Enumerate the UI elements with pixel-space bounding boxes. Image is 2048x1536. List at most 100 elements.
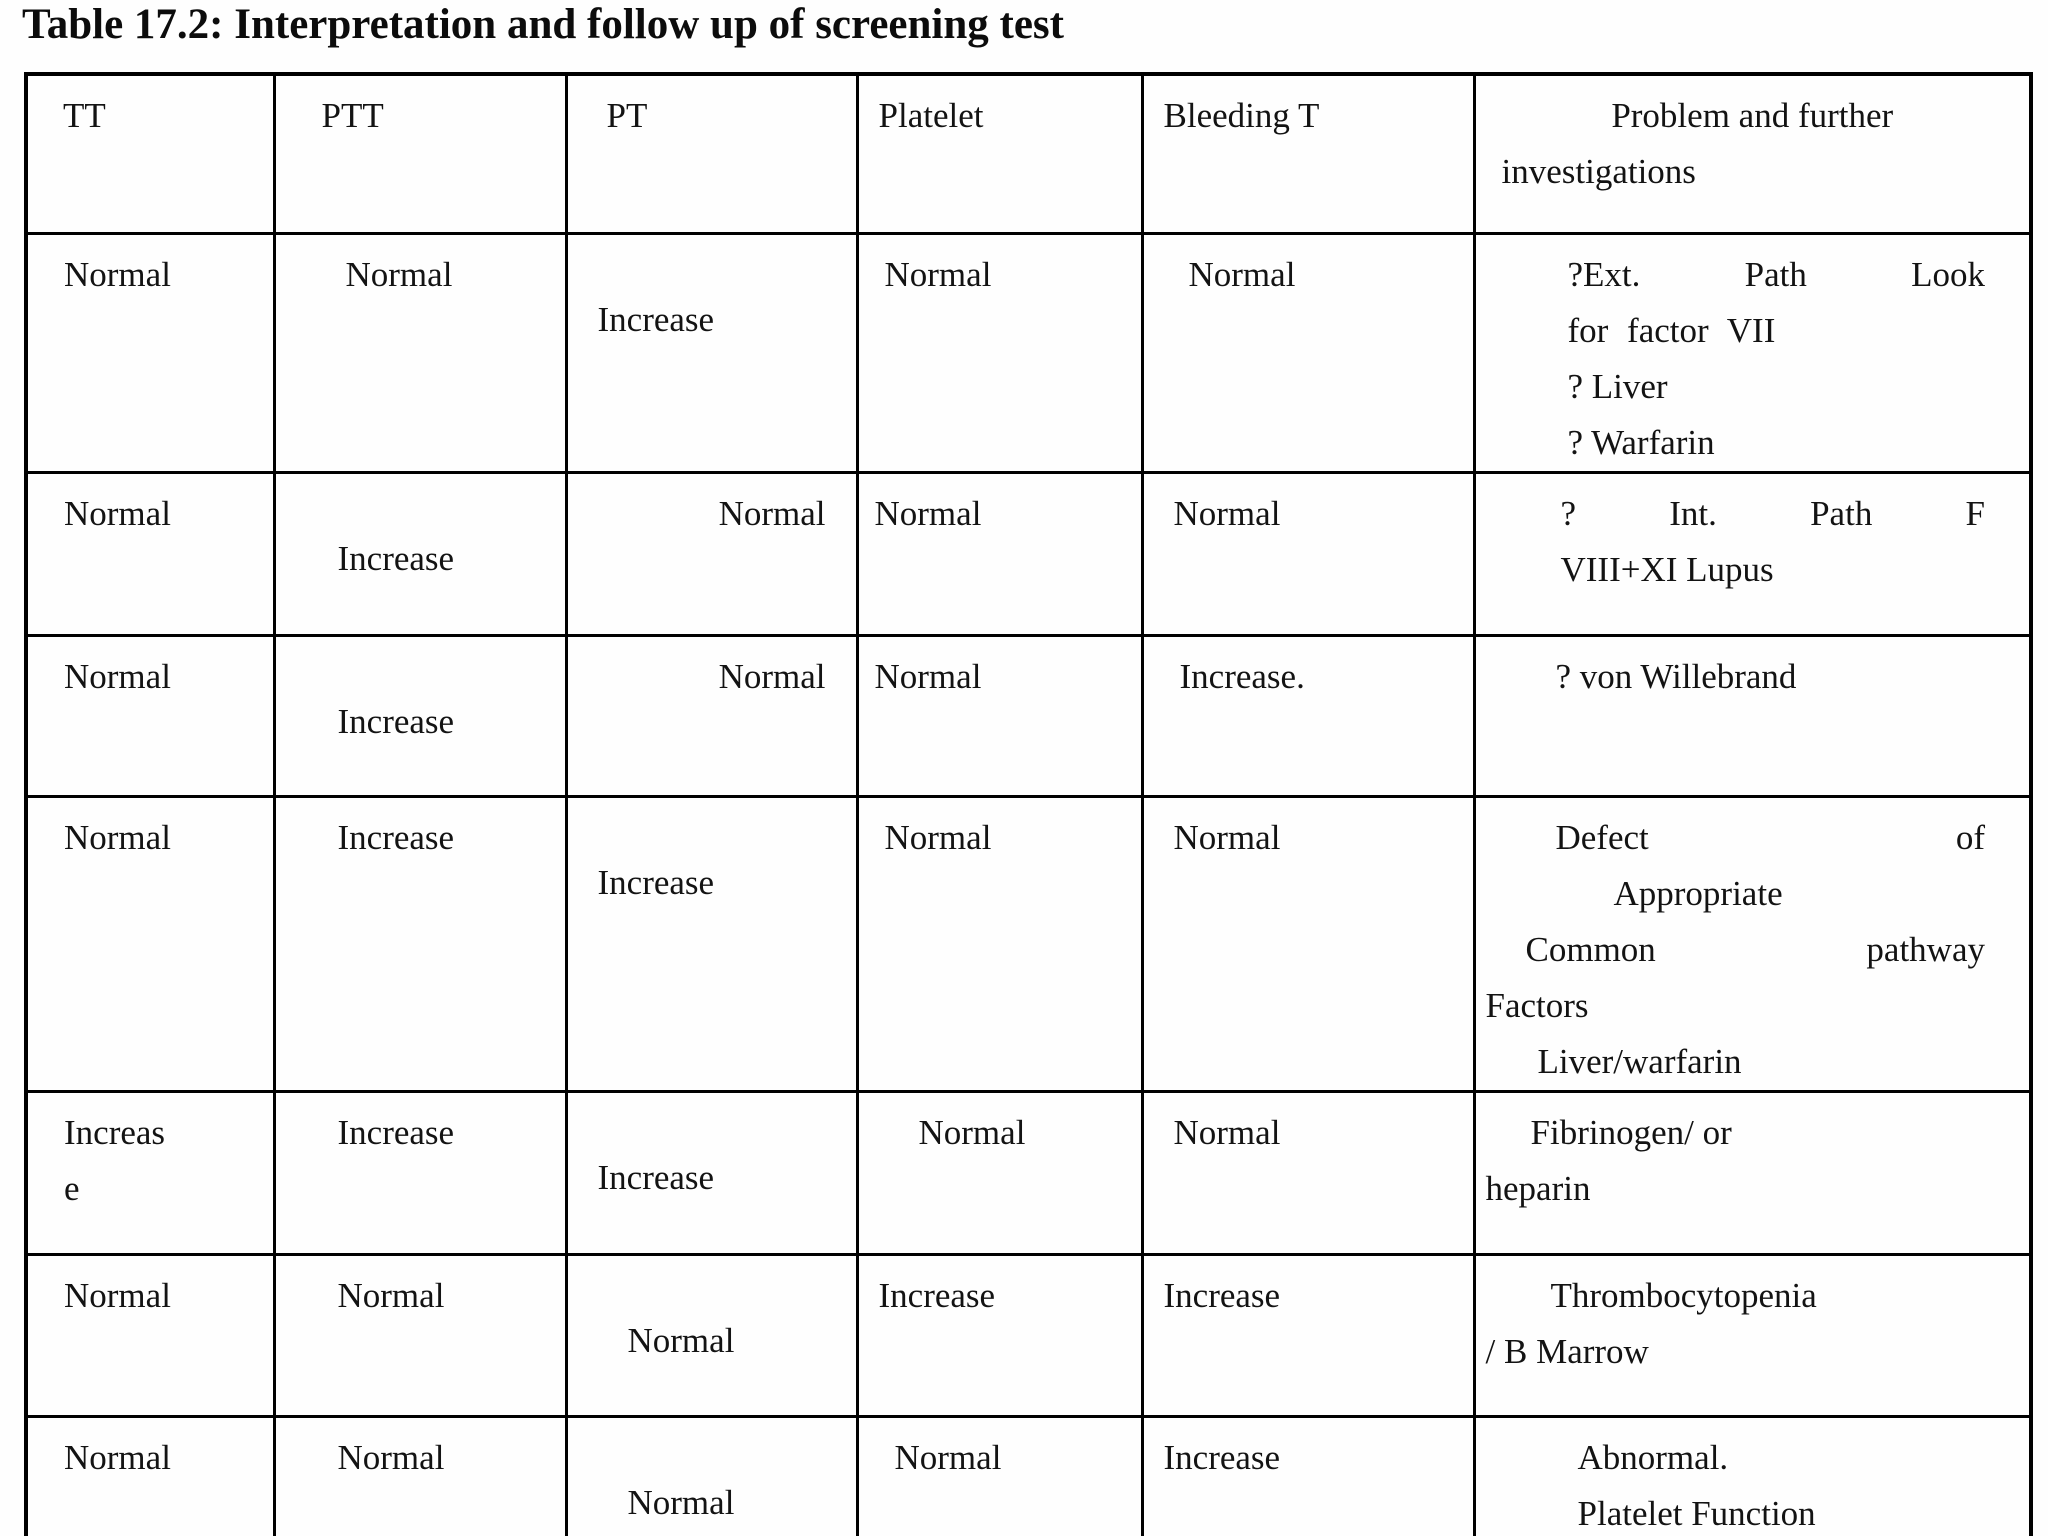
table-cell: Increase. xyxy=(1140,633,1476,798)
cell-line: Abnormal. xyxy=(1577,1437,1729,1477)
table-cell: Normal xyxy=(564,1252,859,1418)
column-header-cell: TT xyxy=(24,72,276,235)
table-row: Normal Increase Normal Normal Increase. ? von… xyxy=(24,633,2033,798)
cell-line: Appropriate xyxy=(1613,873,1783,913)
cell-line: VIII+XI Lupus xyxy=(1560,549,1774,589)
cell-line: Factors xyxy=(1485,985,1589,1025)
table-cell: Normal xyxy=(564,470,859,637)
cell-line: heparin xyxy=(1485,1168,1591,1208)
cell-line: Normal xyxy=(337,1275,445,1315)
cell-line: / B Marrow xyxy=(1485,1331,1649,1371)
cell-line: for factor VII xyxy=(1567,310,1776,350)
table-cell: ? von Willebrand xyxy=(1472,633,2033,798)
column-header-cell: Platelet xyxy=(855,72,1144,235)
cell-line: Normal xyxy=(64,1437,171,1477)
cell-line: Normal xyxy=(884,817,992,857)
table-cell: Normal xyxy=(1140,231,1476,474)
cell-line: Normal xyxy=(627,1320,735,1360)
cell-line: Increase xyxy=(597,862,715,902)
table-title: Table 17.2: Interpretation and follow up… xyxy=(22,1,1064,48)
table-cell: Normal xyxy=(24,633,276,798)
table-cell: Increase xyxy=(564,231,859,474)
word: Int. xyxy=(1669,493,1717,533)
cell-line: Normal xyxy=(874,656,982,696)
cell-line: Normal xyxy=(1188,254,1296,294)
table-cell: Increase xyxy=(272,1089,568,1256)
table-row: Normal Normal Normal Increase Increase Thromb… xyxy=(24,1252,2033,1418)
column-header-cell: Bleeding T xyxy=(1140,72,1476,235)
table-cell: Abnormal. Platelet Function xyxy=(1472,1414,2033,1536)
table-row: Normal Normal Normal Normal Increase Abnormal… xyxy=(24,1414,2033,1536)
cell-line: Normal xyxy=(64,493,171,533)
cell-line: Normal xyxy=(718,493,826,533)
table-cell: Normal xyxy=(272,1414,568,1536)
table-cell: Increase xyxy=(855,1252,1144,1418)
cell-line: Normal xyxy=(874,493,982,533)
table-cell: Increase xyxy=(1140,1252,1476,1418)
cell-line: Normal xyxy=(64,817,171,857)
cell-line: Normal xyxy=(718,656,826,696)
cell-line: Platelet Function xyxy=(1577,1493,1816,1533)
table-cell: Increas e xyxy=(24,1089,276,1256)
cell-line: Normal xyxy=(918,1112,1026,1152)
cell-line: Increase xyxy=(878,1275,996,1315)
table-cell: Normal xyxy=(272,1252,568,1418)
cell-line: Increase xyxy=(1163,1275,1281,1315)
table-row: Normal Increase Normal Normal Normal? Int. Pat… xyxy=(24,470,2033,637)
cell-line: e xyxy=(64,1168,80,1208)
table-cell: Normal xyxy=(855,470,1144,637)
cell-line: Common pathway xyxy=(1526,922,1986,978)
table-cell: Normal xyxy=(855,1414,1144,1536)
cell-line: PT xyxy=(606,96,648,135)
cell-line: Increase xyxy=(597,299,715,339)
header-row: TT PTT PT Platelet Bleeding T Problem and fur… xyxy=(24,72,2033,235)
cell-line: ?Ext. Path Look xyxy=(1568,247,1986,303)
word: F xyxy=(1965,493,1985,533)
table-cell: Normal xyxy=(855,231,1144,474)
word: ?Ext. xyxy=(1567,254,1641,294)
cell-line: Increase xyxy=(597,1157,715,1197)
cell-line: Normal xyxy=(894,1437,1002,1477)
table-cell: Normal xyxy=(272,231,568,474)
cell-line: Increase xyxy=(337,817,455,857)
cell-line: ? Warfarin xyxy=(1567,422,1715,462)
table-cell: Normal xyxy=(24,1252,276,1418)
word: Common xyxy=(1525,929,1656,969)
cell-line: PTT xyxy=(321,96,384,135)
cell-line: Increase xyxy=(337,701,455,741)
table-row: Increas e Increase Increase Normal Normal Fibr… xyxy=(24,1089,2033,1256)
cell-line: Normal xyxy=(1173,1112,1281,1152)
table-cell: Normal xyxy=(24,1414,276,1536)
cell-line: Normal xyxy=(627,1482,735,1522)
cell-line: investigations xyxy=(1501,152,1696,191)
cell-line: Platelet xyxy=(878,96,984,135)
column-header-cell: PT xyxy=(564,72,859,235)
table-cell: Normal xyxy=(24,231,276,474)
word: ? xyxy=(1560,493,1577,533)
table-cell: Normal xyxy=(1140,794,1476,1093)
word: of xyxy=(1955,817,1985,857)
word: pathway xyxy=(1866,929,1985,969)
table-cell: Normal xyxy=(855,633,1144,798)
cell-line: Fibrinogen/ or xyxy=(1530,1112,1732,1152)
table-cell: Normal xyxy=(24,470,276,637)
word: Path xyxy=(1744,254,1807,294)
cell-line: Increas xyxy=(64,1112,166,1152)
column-header-cell: Problem and further investigations xyxy=(1472,72,2033,235)
cell-line: Normal xyxy=(64,656,171,696)
table-cell: Normal xyxy=(564,1414,859,1536)
cell-line: Thrombocytopenia xyxy=(1550,1275,1817,1315)
table-cell: Normal xyxy=(24,794,276,1093)
cell-line: Normal xyxy=(1173,817,1281,857)
table-cell: Normal xyxy=(1140,470,1476,637)
table-cell: Defect of Appropriate Common pathway Factors L… xyxy=(1472,794,2033,1093)
cell-line: Problem and further xyxy=(1611,96,1894,135)
cell-line: ? von Willebrand xyxy=(1555,656,1797,696)
cell-line: Bleeding T xyxy=(1163,96,1320,135)
cell-line: Normal xyxy=(337,1437,445,1477)
table-cell: Normal xyxy=(855,794,1144,1093)
table-cell: Normal xyxy=(564,633,859,798)
table-cell: Fibrinogen/ or heparin xyxy=(1472,1089,2033,1256)
cell-line: ? Liver xyxy=(1567,366,1668,406)
